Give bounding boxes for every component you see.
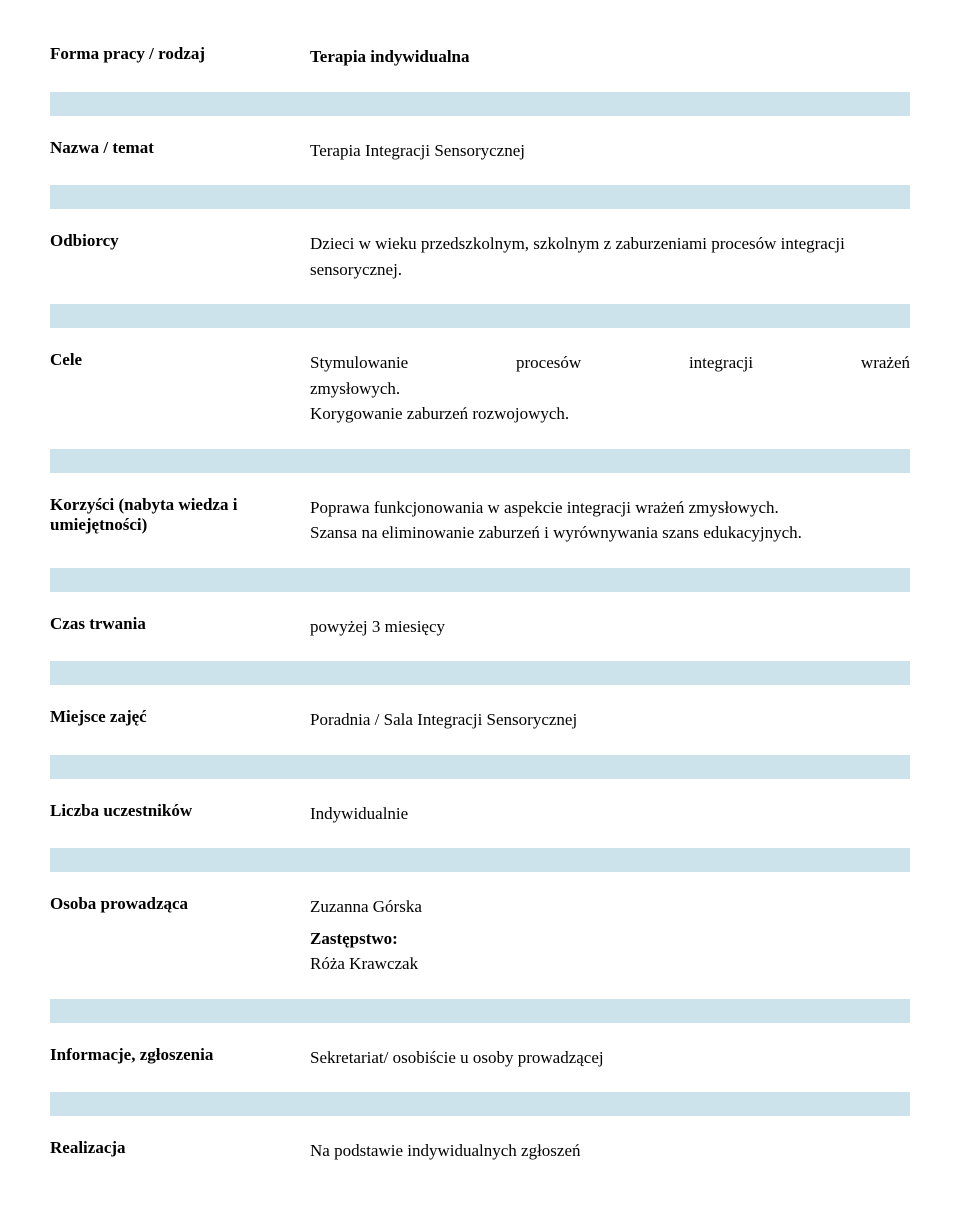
section-divider bbox=[50, 304, 910, 328]
row-label: Nazwa / temat bbox=[50, 138, 310, 158]
row-value: Poprawa funkcjonowania w aspekcie integr… bbox=[310, 495, 910, 546]
row-label: Cele bbox=[50, 350, 310, 370]
sub-block: Zastępstwo:Róża Krawczak bbox=[310, 926, 910, 977]
row-label: Forma pracy / rodzaj bbox=[50, 44, 310, 64]
row-value: Sekretariat/ osobiście u osoby prowadząc… bbox=[310, 1045, 910, 1071]
row-value: Dzieci w wieku przedszkolnym, szkolnym z… bbox=[310, 231, 910, 282]
sub-label: Zastępstwo: bbox=[310, 926, 910, 952]
table-row: Informacje, zgłoszeniaSekretariat/ osobi… bbox=[50, 1031, 910, 1085]
section-divider bbox=[50, 92, 910, 116]
table-row: Miejsce zajęćPoradnia / Sala Integracji … bbox=[50, 693, 910, 747]
row-label: Odbiorcy bbox=[50, 231, 310, 251]
justified-line: Stymulowanieprocesówintegracjiwrażeń bbox=[310, 350, 910, 376]
table-row: Forma pracy / rodzajTerapia indywidualna bbox=[50, 30, 910, 84]
section-divider bbox=[50, 185, 910, 209]
row-label: Miejsce zajęć bbox=[50, 707, 310, 727]
row-label: Korzyści (nabyta wiedza i umiejętności) bbox=[50, 495, 310, 535]
table-row: Korzyści (nabyta wiedza i umiejętności)P… bbox=[50, 481, 910, 560]
row-value: Terapia Integracji Sensorycznej bbox=[310, 138, 910, 164]
table-row: Czas trwaniapowyżej 3 miesięcy bbox=[50, 600, 910, 654]
row-value: Stymulowanieprocesówintegracjiwrażeńzmys… bbox=[310, 350, 910, 427]
row-value: powyżej 3 miesięcy bbox=[310, 614, 910, 640]
section-divider bbox=[50, 999, 910, 1023]
section-divider bbox=[50, 755, 910, 779]
row-value: Terapia indywidualna bbox=[310, 44, 910, 70]
table-row: RealizacjaNa podstawie indywidualnych zg… bbox=[50, 1124, 910, 1178]
row-value: Poradnia / Sala Integracji Sensorycznej bbox=[310, 707, 910, 733]
table-row: Osoba prowadzącaZuzanna GórskaZastępstwo… bbox=[50, 880, 910, 991]
row-label: Liczba uczestników bbox=[50, 801, 310, 821]
row-value: Na podstawie indywidualnych zgłoszeń bbox=[310, 1138, 910, 1164]
row-value: Indywidualnie bbox=[310, 801, 910, 827]
section-divider bbox=[50, 661, 910, 685]
section-divider bbox=[50, 1092, 910, 1116]
row-label: Osoba prowadząca bbox=[50, 894, 310, 914]
table-row: OdbiorcyDzieci w wieku przedszkolnym, sz… bbox=[50, 217, 910, 296]
table-row: Nazwa / tematTerapia Integracji Sensoryc… bbox=[50, 124, 910, 178]
sub-value: Róża Krawczak bbox=[310, 951, 910, 977]
table-row: CeleStymulowanieprocesówintegracjiwrażeń… bbox=[50, 336, 910, 441]
section-divider bbox=[50, 848, 910, 872]
row-label: Czas trwania bbox=[50, 614, 310, 634]
row-label: Realizacja bbox=[50, 1138, 310, 1158]
document-table: Forma pracy / rodzajTerapia indywidualna… bbox=[50, 30, 910, 1178]
row-value: Zuzanna GórskaZastępstwo:Róża Krawczak bbox=[310, 894, 910, 977]
table-row: Liczba uczestnikówIndywidualnie bbox=[50, 787, 910, 841]
section-divider bbox=[50, 449, 910, 473]
section-divider bbox=[50, 568, 910, 592]
